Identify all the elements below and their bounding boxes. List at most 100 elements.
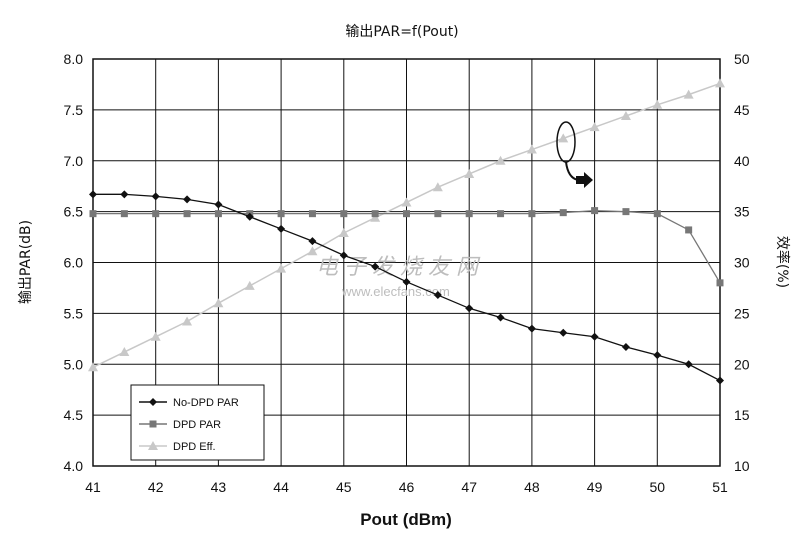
- data-point-dpd-par: [371, 210, 379, 218]
- data-point-dpd-eff: [589, 122, 600, 132]
- data-point-no-dpd-par: [308, 237, 317, 246]
- data-point-dpd-par: [403, 210, 410, 218]
- x-tick-label: 41: [85, 479, 101, 495]
- data-point-no-dpd-par: [653, 351, 662, 360]
- data-point-dpd-eff: [432, 182, 443, 192]
- data-point-dpd-eff: [495, 155, 506, 165]
- data-point-no-dpd-par: [151, 192, 160, 201]
- data-point-dpd-par: [308, 210, 316, 218]
- x-tick-label: 49: [587, 479, 603, 495]
- x-axis-label: Pout (dBm): [360, 510, 452, 529]
- y2-tick-label: 40: [734, 153, 750, 169]
- watermark-url: www.elecfans.com: [341, 284, 450, 299]
- y-tick-label: 5.0: [64, 356, 84, 372]
- data-point-dpd-eff: [213, 298, 224, 308]
- y2-tick-label: 45: [734, 102, 750, 118]
- data-point-dpd-par: [685, 226, 693, 234]
- data-point-dpd-eff: [558, 133, 569, 143]
- data-point-no-dpd-par: [527, 324, 536, 333]
- x-tick-labels: 41 42 43 44 45 46 47 48 49 50 51: [85, 479, 728, 495]
- data-point-no-dpd-par: [433, 291, 442, 300]
- x-tick-label: 45: [336, 479, 352, 495]
- data-point-dpd-par: [340, 210, 348, 218]
- data-point-no-dpd-par: [214, 200, 223, 209]
- y2-tick-label: 50: [734, 51, 750, 67]
- data-point-dpd-eff: [620, 110, 631, 120]
- series-no-dpd-par: [89, 190, 724, 385]
- data-point-dpd-eff: [683, 89, 694, 99]
- data-point-dpd-par: [559, 209, 567, 217]
- data-point-dpd-eff: [401, 197, 412, 207]
- data-point-dpd-eff: [182, 316, 193, 326]
- y-tick-label: 5.5: [64, 305, 84, 321]
- data-point-no-dpd-par: [465, 304, 474, 313]
- data-point-no-dpd-par: [496, 313, 505, 322]
- y2-tick-label: 35: [734, 204, 750, 220]
- x-tick-label: 46: [399, 479, 415, 495]
- data-point-dpd-eff: [307, 246, 318, 256]
- y2-tick-labels: 10 15 20 25 30 35 40 45 50: [734, 51, 750, 474]
- y2-tick-label: 15: [734, 407, 750, 423]
- data-point-dpd-par: [622, 208, 630, 216]
- x-tick-label: 51: [712, 479, 728, 495]
- data-point-no-dpd-par: [277, 224, 286, 233]
- data-point-dpd-par: [152, 210, 160, 218]
- y-axis-label: 输出PAR(dB): [18, 220, 34, 304]
- y2-tick-label: 25: [734, 305, 750, 321]
- data-point-no-dpd-par: [371, 262, 380, 271]
- legend: No-DPD PAR DPD PAR DPD Eff.: [130, 384, 265, 461]
- legend-marker-dpd-par: [149, 420, 157, 428]
- data-point-no-dpd-par: [89, 190, 97, 199]
- data-point-dpd-par: [89, 210, 97, 218]
- data-point-dpd-eff: [338, 227, 349, 237]
- data-point-dpd-eff: [276, 263, 287, 273]
- data-point-no-dpd-par: [716, 376, 724, 385]
- annotation: [556, 121, 593, 188]
- y-tick-label: 4.0: [64, 458, 84, 474]
- data-point-dpd-par: [653, 210, 661, 218]
- data-point-dpd-eff: [652, 99, 663, 109]
- data-point-dpd-par: [120, 210, 128, 218]
- watermark-text: 电子发烧友网: [316, 255, 484, 280]
- y-tick-label: 7.0: [64, 153, 84, 169]
- data-point-no-dpd-par: [183, 195, 192, 204]
- data-point-no-dpd-par: [120, 190, 129, 199]
- data-point-no-dpd-par: [621, 342, 630, 351]
- y-tick-label: 6.5: [64, 204, 84, 220]
- data-point-dpd-par: [465, 210, 473, 218]
- x-tick-label: 44: [273, 479, 289, 495]
- data-point-dpd-eff: [370, 212, 381, 222]
- y2-axis-label: 效率(%): [774, 236, 791, 288]
- y-tick-label: 6.0: [64, 255, 84, 271]
- data-point-no-dpd-par: [245, 212, 254, 221]
- data-point-dpd-par: [277, 210, 285, 218]
- y2-tick-label: 10: [734, 458, 750, 474]
- chart-title: 输出PAR=f(Pout): [345, 24, 458, 40]
- annotation-arrow-icon: [576, 172, 593, 188]
- y2-tick-label: 30: [734, 255, 750, 271]
- data-point-no-dpd-par: [402, 277, 411, 286]
- series-group: [88, 78, 725, 385]
- data-point-dpd-par: [716, 279, 724, 287]
- data-point-dpd-eff: [119, 347, 130, 357]
- data-point-dpd-eff: [88, 362, 98, 372]
- data-point-no-dpd-par: [559, 328, 568, 337]
- y-tick-label: 8.0: [64, 51, 84, 67]
- y2-tick-label: 20: [734, 356, 750, 372]
- x-tick-label: 43: [211, 479, 227, 495]
- y-tick-label: 4.5: [64, 407, 84, 423]
- data-point-dpd-par: [497, 210, 505, 218]
- data-point-dpd-par: [183, 210, 191, 218]
- legend-label-dpd-par: DPD PAR: [173, 419, 221, 431]
- legend-marker-dpd-eff: [148, 441, 158, 450]
- data-point-dpd-par: [434, 210, 442, 218]
- series-dpd-eff: [88, 78, 725, 372]
- data-point-dpd-eff: [715, 78, 725, 88]
- legend-label-dpd-eff: DPD Eff.: [173, 441, 216, 453]
- data-point-dpd-eff: [464, 168, 475, 178]
- y-tick-label: 7.5: [64, 102, 84, 118]
- x-tick-label: 50: [650, 479, 666, 495]
- data-point-dpd-eff: [526, 144, 537, 154]
- data-point-no-dpd-par: [684, 360, 693, 369]
- legend-marker-no-dpd-par: [149, 398, 157, 406]
